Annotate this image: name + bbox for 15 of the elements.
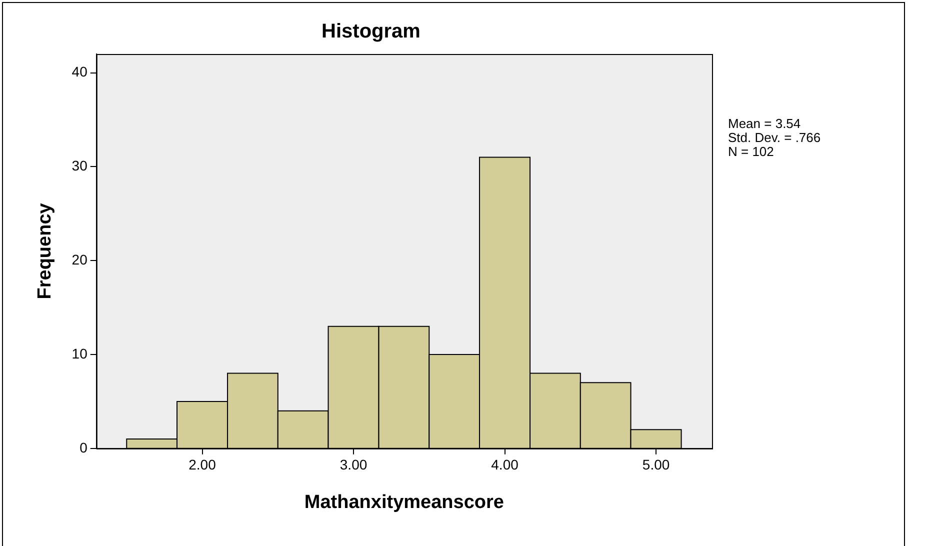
y-tick-label: 20 [72,251,88,268]
y-tick-label: 10 [72,345,88,362]
chart-title: Histogram [322,20,420,43]
y-axis-title: Frequency [34,202,56,300]
x-tick-label: 4.00 [491,456,519,473]
y-tick-label: 30 [72,158,88,174]
text: Mean = 3.54 [728,116,802,131]
x-tick-label: 5.00 [642,456,670,473]
x-tick-label: 2.00 [188,456,216,473]
text: N = 102 [728,144,775,159]
y-tick-label: 40 [72,64,88,80]
x-axis-title: Mathanxitymeanscore [304,492,504,513]
x-tick-label: 3.00 [340,456,368,473]
text: Std. Dev. = .766 [728,130,821,145]
y-tick-label: 0 [80,439,88,456]
